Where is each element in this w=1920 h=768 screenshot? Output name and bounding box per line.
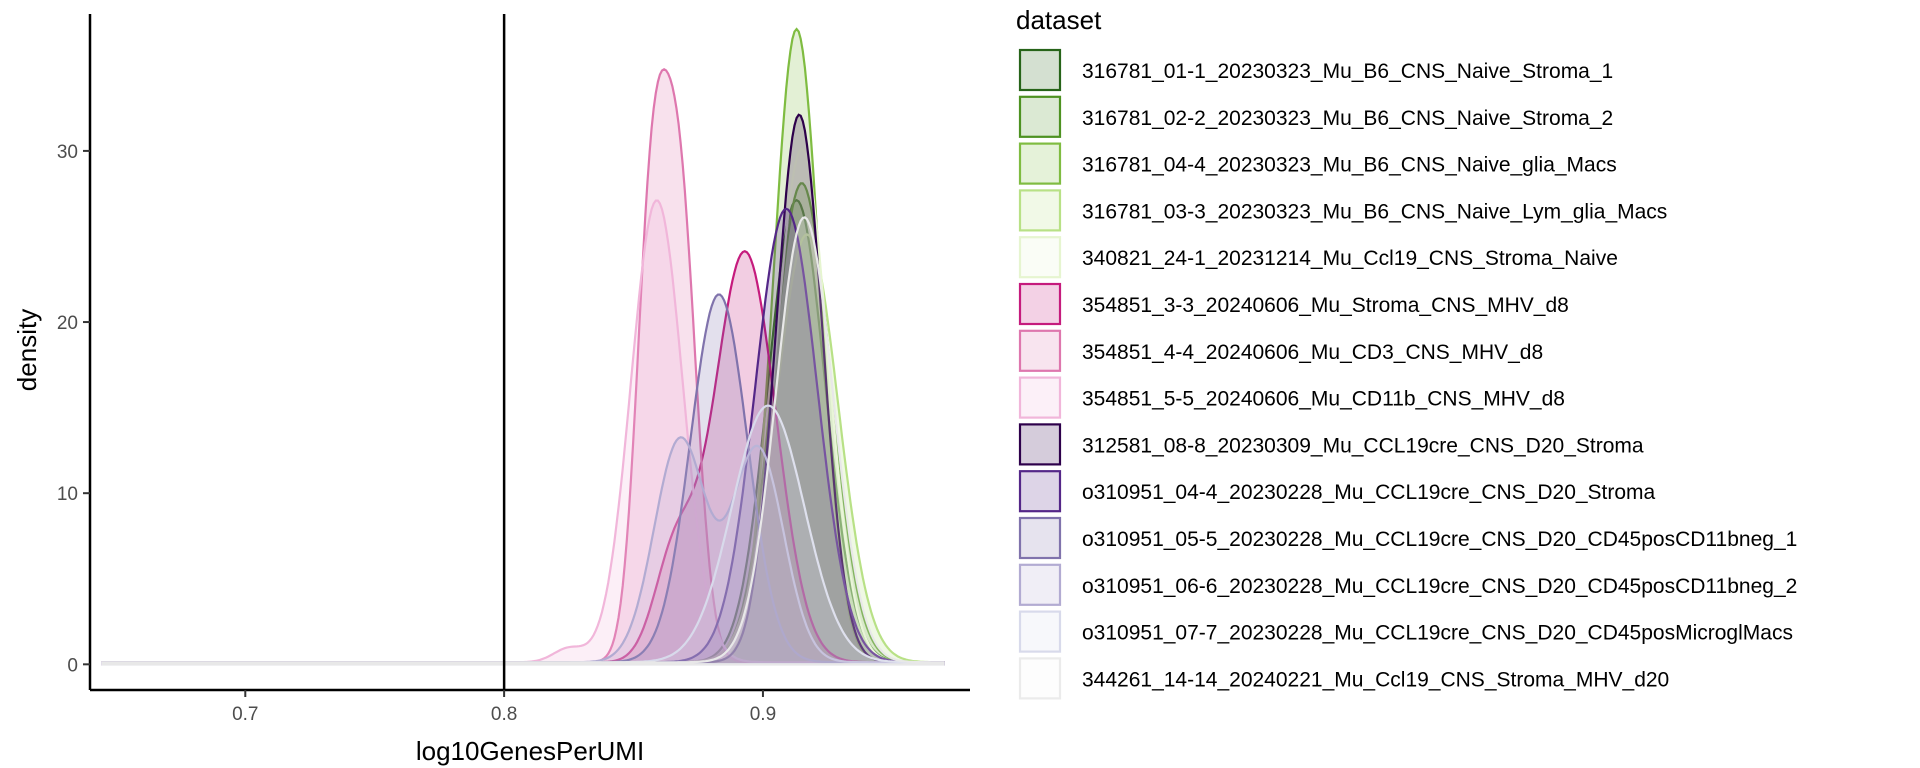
legend-label: o310951_07-7_20230228_Mu_CCL19cre_CNS_D2… [1082, 622, 1793, 645]
legend-items: 316781_01-1_20230323_Mu_B6_CNS_Naive_Str… [1018, 48, 1797, 700]
legend-item: 354851_4-4_20240606_Mu_CD3_CNS_MHV_d8 [1018, 329, 1543, 372]
legend-swatch [1018, 610, 1062, 653]
legend-label: 316781_04-4_20230323_Mu_B6_CNS_Naive_gli… [1082, 154, 1617, 177]
legend-item: o310951_05-5_20230228_Mu_CCL19cre_CNS_D2… [1018, 516, 1797, 560]
legend-label: 340821_24-1_20231214_Mu_Ccl19_CNS_Stroma… [1082, 247, 1618, 270]
legend-label: 312581_08-8_20230309_Mu_CCL19cre_CNS_D20… [1082, 434, 1644, 457]
legend-title: dataset [1016, 5, 1102, 35]
legend-swatch [1018, 236, 1062, 279]
x-tick-label: 0.8 [491, 704, 517, 725]
x-axis-ticks: 0.7 0.8 0.9 [232, 690, 776, 725]
legend: dataset 316781_01-1_20230323_Mu_B6_CNS_N… [1016, 5, 1797, 700]
legend-item: 312581_08-8_20230309_Mu_CCL19cre_CNS_D20… [1018, 423, 1644, 466]
legend-label: o310951_05-5_20230228_Mu_CCL19cre_CNS_D2… [1082, 528, 1797, 551]
legend-item: o310951_06-6_20230228_Mu_CCL19cre_CNS_D2… [1018, 563, 1797, 606]
legend-swatch [1018, 329, 1062, 372]
plot-area: 0.7 0.8 0.9 0 10 20 30 [57, 14, 970, 725]
legend-label: 354851_3-3_20240606_Mu_Stroma_CNS_MHV_d8 [1082, 294, 1569, 317]
legend-label: 316781_01-1_20230323_Mu_B6_CNS_Naive_Str… [1082, 60, 1613, 83]
legend-swatch [1018, 470, 1062, 513]
y-tick-label: 30 [57, 142, 78, 163]
legend-swatch [1018, 516, 1062, 560]
legend-label: 344261_14-14_20240221_Mu_Ccl19_CNS_Strom… [1082, 668, 1669, 691]
legend-item: o310951_07-7_20230228_Mu_CCL19cre_CNS_D2… [1018, 610, 1793, 653]
legend-item: 316781_02-2_20230323_Mu_B6_CNS_Naive_Str… [1018, 95, 1613, 138]
y-tick-label: 10 [57, 484, 78, 505]
legend-label: 316781_02-2_20230323_Mu_B6_CNS_Naive_Str… [1082, 107, 1613, 130]
legend-item: 316781_01-1_20230323_Mu_B6_CNS_Naive_Str… [1018, 48, 1613, 92]
legend-swatch [1018, 189, 1062, 232]
legend-swatch [1018, 376, 1062, 419]
legend-swatch [1018, 282, 1062, 326]
legend-label: 316781_03-3_20230323_Mu_B6_CNS_Naive_Lym… [1082, 200, 1667, 223]
legend-label: 354851_5-5_20240606_Mu_CD11b_CNS_MHV_d8 [1082, 388, 1565, 411]
legend-item: 340821_24-1_20231214_Mu_Ccl19_CNS_Stroma… [1018, 236, 1618, 279]
legend-item: 354851_3-3_20240606_Mu_Stroma_CNS_MHV_d8 [1018, 282, 1569, 326]
y-tick-label: 20 [57, 313, 78, 334]
legend-item: o310951_04-4_20230228_Mu_CCL19cre_CNS_D2… [1018, 470, 1656, 513]
legend-swatch [1018, 657, 1062, 700]
legend-label: o310951_06-6_20230228_Mu_CCL19cre_CNS_D2… [1082, 575, 1797, 598]
y-axis-ticks: 0 10 20 30 [57, 142, 90, 676]
legend-swatch [1018, 563, 1062, 606]
y-axis-title: density [12, 309, 42, 391]
legend-item: 316781_04-4_20230323_Mu_B6_CNS_Naive_gli… [1018, 142, 1617, 185]
legend-item: 344261_14-14_20240221_Mu_Ccl19_CNS_Strom… [1018, 657, 1669, 700]
density-curves [101, 27, 945, 666]
legend-swatch [1018, 48, 1062, 92]
density-curve-14 [101, 216, 945, 666]
legend-label: 354851_4-4_20240606_Mu_CD3_CNS_MHV_d8 [1082, 341, 1543, 364]
legend-swatch [1018, 95, 1062, 138]
legend-swatch [1018, 423, 1062, 466]
legend-item: 354851_5-5_20240606_Mu_CD11b_CNS_MHV_d8 [1018, 376, 1565, 419]
legend-item: 316781_03-3_20230323_Mu_B6_CNS_Naive_Lym… [1018, 189, 1667, 232]
x-tick-label: 0.9 [750, 704, 776, 725]
y-tick-label: 0 [67, 655, 78, 676]
legend-label: o310951_04-4_20230228_Mu_CCL19cre_CNS_D2… [1082, 481, 1656, 504]
legend-swatch [1018, 142, 1062, 185]
x-axis-title: log10GenesPerUMI [416, 736, 644, 766]
x-tick-label: 0.7 [232, 704, 258, 725]
